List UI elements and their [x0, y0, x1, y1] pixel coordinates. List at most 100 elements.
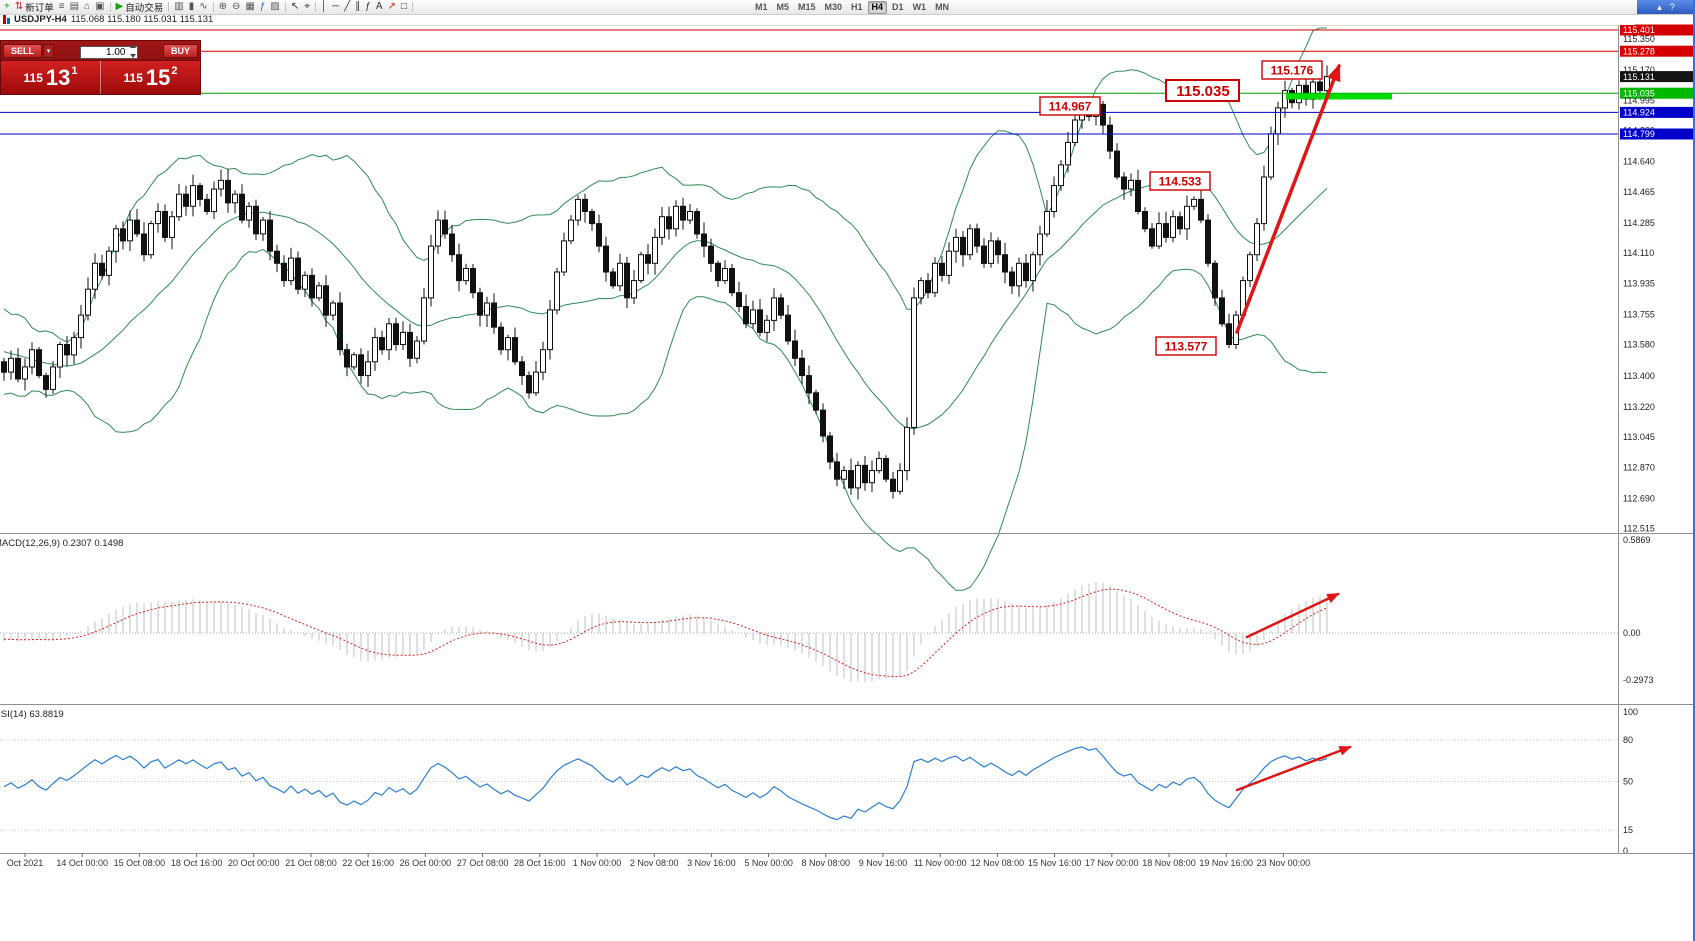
toolbar-separator	[411, 2, 413, 12]
volume-decrease-button[interactable]	[129, 53, 136, 58]
data-window-button[interactable]: ▤	[68, 1, 81, 13]
buy-price-button[interactable]: 115 15 2	[101, 61, 200, 94]
price-axis-label: 114.995	[1623, 95, 1655, 105]
timeframe-W1[interactable]: W1	[912, 1, 927, 12]
bid-price-point: 1	[71, 64, 78, 77]
price-axis-label: 114.799	[1623, 129, 1655, 139]
annotation-box	[1039, 96, 1101, 116]
new-chart-button[interactable]: +	[2, 1, 12, 13]
terminal-button[interactable]: ▣	[93, 1, 106, 13]
cursor-icon: ↖	[290, 1, 300, 12]
shapes-button[interactable]: □	[399, 1, 409, 13]
bar-chart-button[interactable]: ▥	[172, 1, 185, 13]
trendline-button[interactable]: ╱	[342, 1, 352, 13]
rsi-label: RSI(14) 63.8819	[0, 709, 64, 720]
equidistant-channel-button[interactable]: ∥	[353, 1, 362, 13]
toolbar-separator	[168, 2, 170, 12]
date-label: 18 Nov 08:00	[1142, 858, 1196, 868]
trend-arrows[interactable]	[1235, 63, 1352, 792]
price-label-chip	[1620, 128, 1693, 140]
navigator-button[interactable]: ⌂	[82, 1, 92, 13]
window-corner: ▴?	[1637, 0, 1695, 14]
sell-price-button[interactable]: 115 13 1	[1, 61, 101, 94]
horizontal-level-lines[interactable]	[0, 29, 1618, 135]
date-label: 9 Nov 16:00	[859, 858, 908, 868]
order-options-caret-icon[interactable]: ▾	[43, 43, 55, 58]
horizontal-line-button[interactable]: ─	[330, 1, 341, 13]
zoom-out-button[interactable]: ⊖	[230, 1, 242, 13]
toolbar-separator	[284, 2, 286, 12]
order-controls-row: SELL ▾ BUY	[1, 41, 200, 60]
buy-button[interactable]: BUY	[162, 43, 198, 58]
price-label-chip	[1620, 87, 1693, 99]
ask-price-pips: 15	[145, 64, 171, 90]
auto-trading-icon: ▶	[115, 1, 124, 12]
date-label: 12 Nov 08:00	[971, 858, 1025, 868]
rsi-axis-label: 80	[1623, 735, 1633, 745]
time-axis[interactable]: Oct 2021 14 Oct 00:00 15 Oct 08:00 18 Oct 1…	[7, 853, 1311, 869]
bid-price-whole: 115	[23, 70, 43, 85]
volume-input[interactable]	[79, 45, 138, 59]
market-watch-button[interactable]: ≡	[57, 1, 67, 13]
text-label-button[interactable]: A	[374, 1, 385, 13]
macd-label: MACD(12,26,9) 0.2307 0.1498	[0, 538, 123, 549]
indicators-button[interactable]: ƒ	[258, 1, 268, 13]
timeframe-toolbar: M1 M5 M15 M30 H1 H4 D1 W1 MN	[751, 0, 953, 14]
bar-chart-icon: ▥	[174, 1, 184, 12]
trend-arrow	[1245, 592, 1340, 639]
zoom-in-button[interactable]: ⊕	[217, 1, 229, 13]
candle-chart-button[interactable]: ▮	[187, 1, 197, 13]
toolbar-separator	[109, 2, 111, 12]
price-axis-label: 115.035	[1623, 88, 1655, 98]
price-axis-label: 114.110	[1623, 248, 1654, 258]
scroll-up-icon[interactable]: ▴	[1657, 2, 1662, 12]
vertical-line-button[interactable]: │	[319, 1, 329, 13]
fibonacci-icon: ƒ	[365, 1, 371, 12]
equidistant-channel-icon: ∥	[355, 1, 361, 12]
tile-windows-button[interactable]: ▦	[243, 1, 256, 13]
date-label: 17 Nov 00:00	[1085, 858, 1139, 868]
date-label: 18 Oct 16:00	[171, 858, 223, 868]
trend-arrow	[1235, 63, 1341, 334]
timeframe-M30[interactable]: M30	[824, 1, 843, 12]
price-label-chip	[1620, 24, 1693, 36]
rsi-panel: 100 80 50 15 0 RSI(14) 63.8819	[0, 707, 1638, 856]
fibonacci-button[interactable]: ƒ	[363, 1, 373, 13]
price-annotations[interactable]: 115.176 115.035 114.967 114.533 113.577	[1039, 60, 1323, 356]
terminal-icon: ▣	[95, 1, 105, 12]
date-label: 28 Oct 16:00	[514, 858, 566, 868]
crosshair-icon: ⌖	[304, 1, 310, 12]
timeframe-M5[interactable]: M5	[776, 1, 789, 12]
cursor-button[interactable]: ↖	[289, 1, 301, 13]
indicators-icon: ƒ	[259, 1, 266, 12]
help-icon[interactable]: ?	[1669, 2, 1675, 12]
timeframe-M1[interactable]: M1	[754, 1, 768, 12]
annotation-box	[1149, 171, 1211, 191]
timeframe-H4[interactable]: H4	[867, 0, 888, 14]
macd-axis-label: 0.00	[1623, 628, 1641, 638]
new-order-label: 新订单	[25, 3, 54, 14]
price-axis-label: 113.220	[1623, 402, 1655, 412]
templates-button[interactable]: ▨	[268, 1, 281, 13]
timeframe-D1[interactable]: D1	[892, 1, 904, 12]
volume-increase-button[interactable]	[129, 43, 136, 48]
timeframe-MN[interactable]: MN	[935, 1, 950, 12]
shapes-icon: □	[400, 1, 407, 12]
crosshair-button[interactable]: ⌖	[302, 1, 312, 13]
date-label: 27 Oct 08:00	[457, 858, 509, 868]
date-label: 8 Nov 08:00	[802, 858, 851, 868]
timeframe-H1[interactable]: H1	[851, 1, 863, 12]
sell-button[interactable]: SELL	[3, 43, 43, 58]
new-order-button[interactable]: ⇅ 新订单	[13, 1, 56, 15]
auto-trading-button[interactable]: ▶ 自动交易	[114, 1, 166, 15]
line-chart-icon: ∿	[199, 1, 208, 12]
line-chart-button[interactable]: ∿	[197, 1, 209, 13]
vertical-line-icon: │	[320, 1, 328, 12]
arrow-objects-button[interactable]: ↗	[386, 1, 398, 13]
zoom-in-icon: ⊕	[218, 1, 228, 12]
timeframe-M15[interactable]: M15	[797, 1, 816, 12]
date-label: 23 Nov 00:00	[1257, 858, 1311, 868]
text-label-icon: A	[375, 1, 383, 12]
